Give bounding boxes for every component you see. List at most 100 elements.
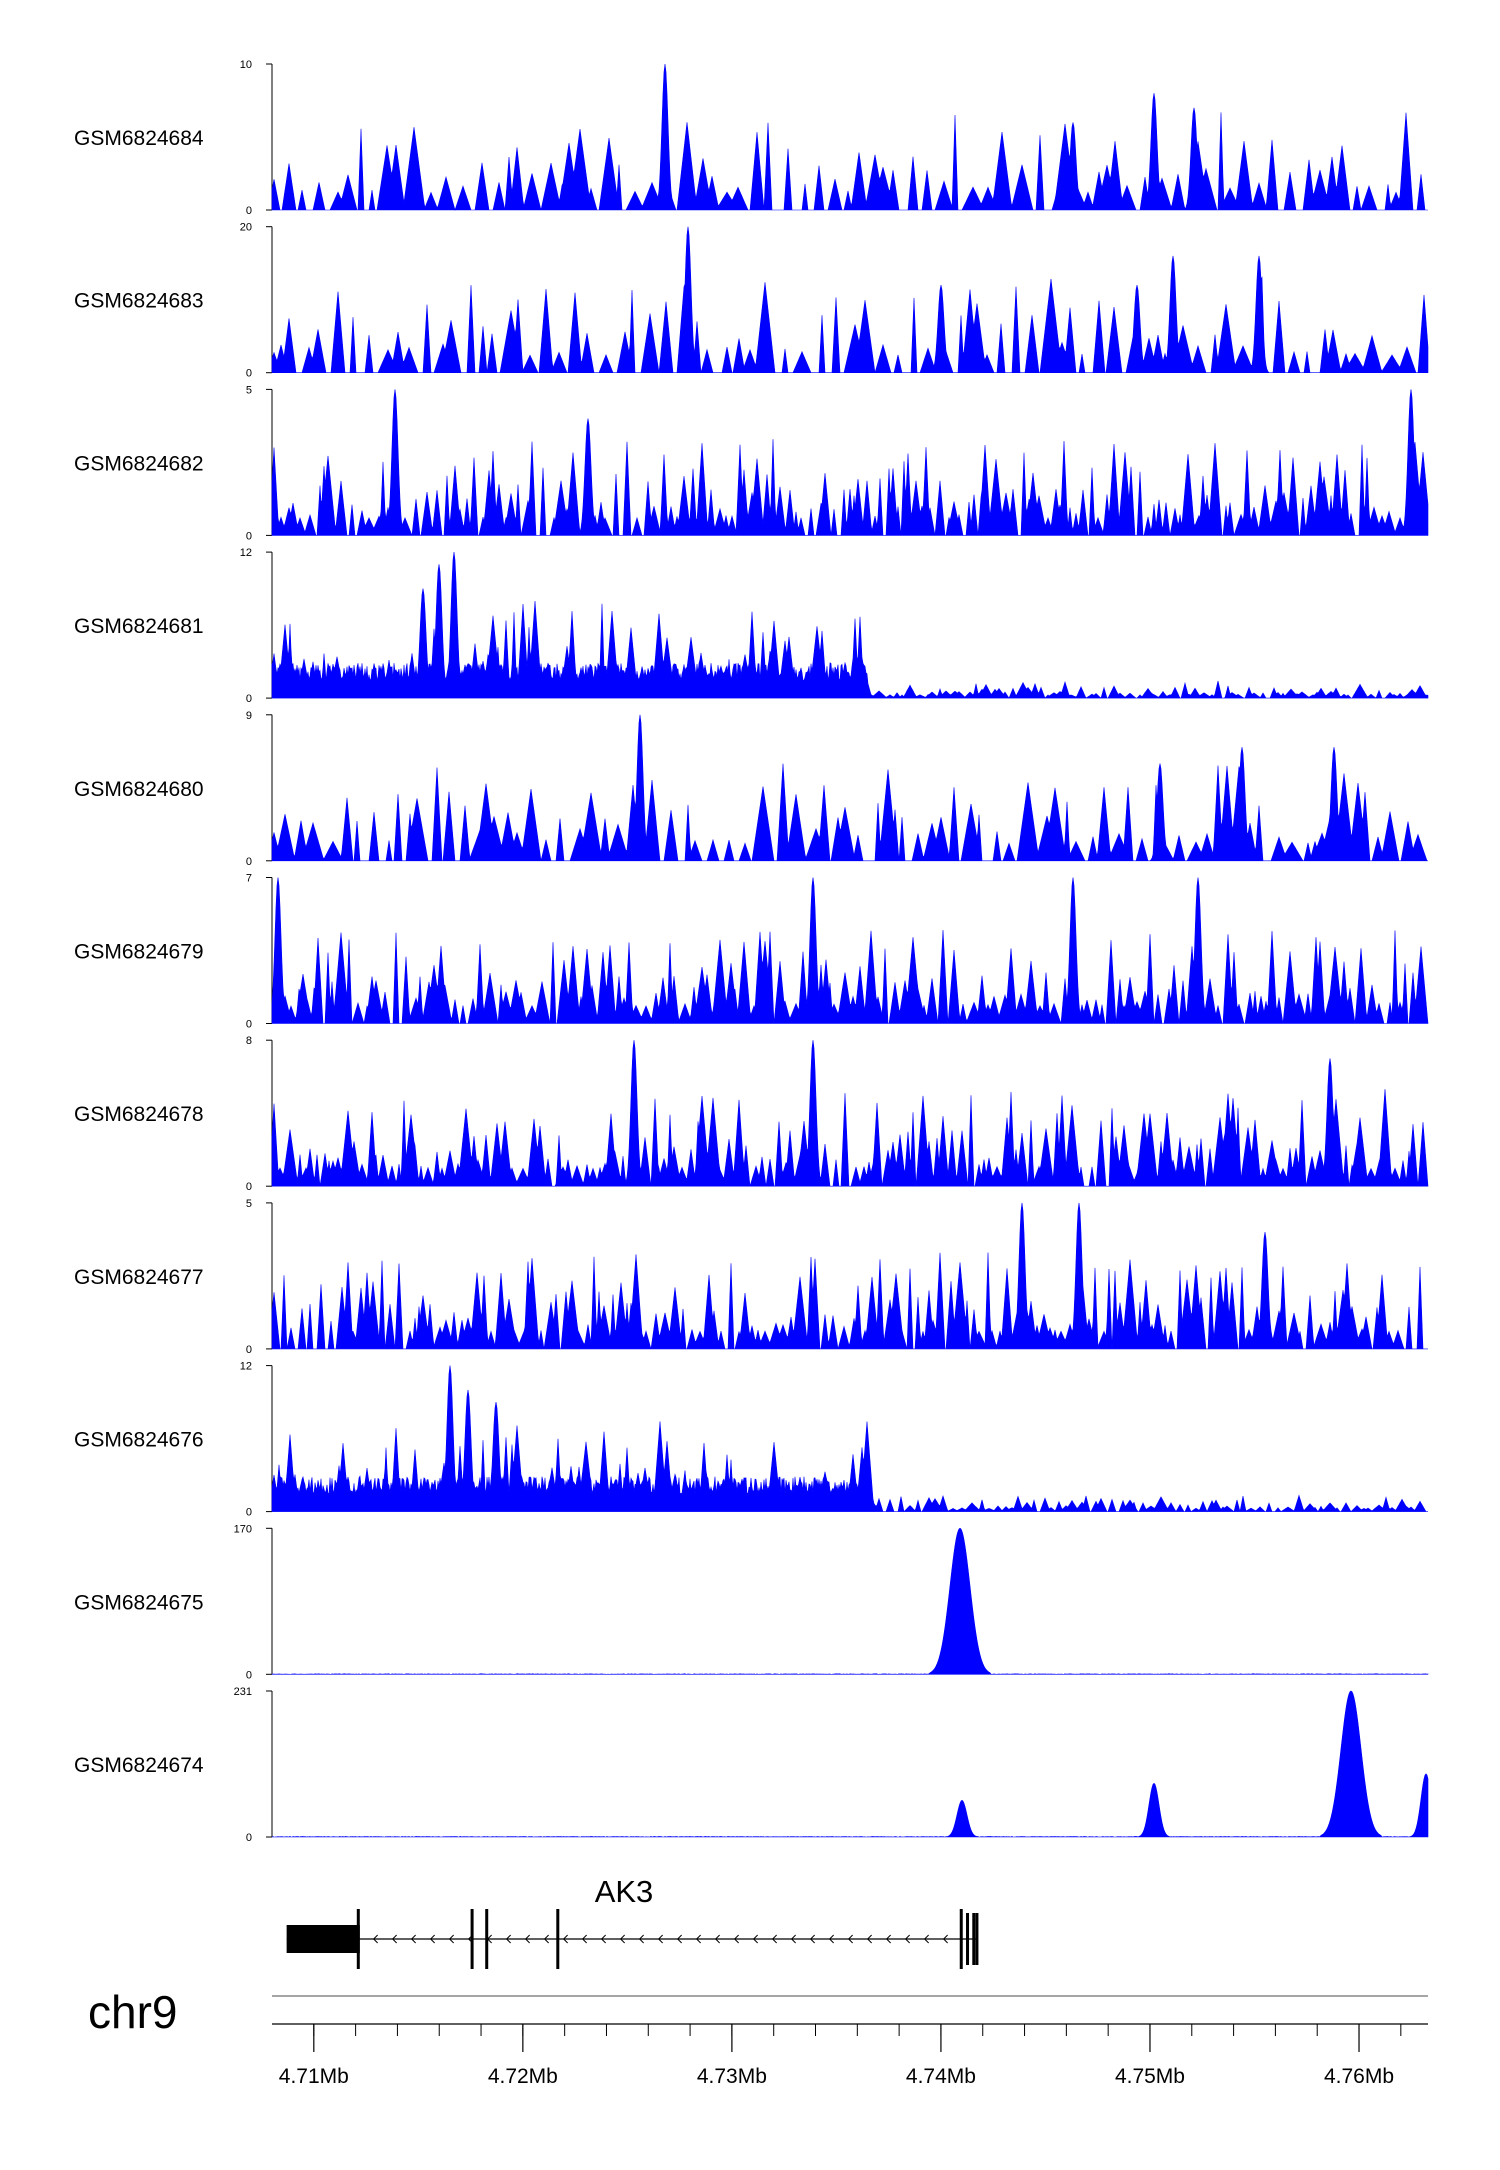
- strand-arrow: [410, 1934, 416, 1944]
- signal-area: [271, 1040, 1429, 1187]
- gene-exon: [972, 1913, 976, 1965]
- strand-arrow: [448, 1934, 454, 1944]
- gene-exon: [556, 1909, 560, 1969]
- track-GSM6824683: GSM6824683 20 0: [74, 222, 1429, 380]
- track-label: GSM6824680: [74, 778, 204, 801]
- tick-label: 4.74Mb: [906, 2065, 976, 2088]
- y-max-label: 7: [246, 873, 252, 885]
- axis-ticks: 4.71Mb 4.72Mb 4.73Mb 4.74Mb 4.75Mb 4.76Mb: [279, 2024, 1402, 2088]
- signal-area: [271, 1690, 1429, 1838]
- track-GSM6824679: GSM6824679 7 0: [74, 873, 1429, 1031]
- y-min-label: 0: [246, 1507, 252, 1519]
- track-GSM6824675: GSM6824675 170 0: [74, 1523, 1429, 1681]
- y-min-label: 0: [246, 1181, 252, 1193]
- y-min-label: 0: [246, 368, 252, 380]
- signal-area: [271, 389, 1429, 536]
- strand-arrow: [543, 1934, 549, 1944]
- gene-exon: [470, 1909, 474, 1969]
- strand-arrow: [828, 1934, 834, 1944]
- gene-exon: [356, 1909, 360, 1969]
- gene-exon: [485, 1909, 489, 1969]
- strand-arrow: [695, 1934, 701, 1944]
- tick-label: 4.75Mb: [1115, 2065, 1185, 2088]
- strand-arrow: [790, 1934, 796, 1944]
- y-max-label: 170: [234, 1523, 252, 1535]
- signal-area: [271, 552, 1429, 699]
- y-max-label: 5: [246, 384, 252, 396]
- strand-arrow: [733, 1934, 739, 1944]
- y-min-label: 0: [246, 693, 252, 705]
- strand-arrow: [600, 1934, 606, 1944]
- track-label: GSM6824683: [74, 290, 204, 313]
- track-label: GSM6824676: [74, 1429, 204, 1452]
- signal-tracks: GSM6824684100GSM6824683200GSM682468250GS…: [74, 59, 1429, 1844]
- y-max-label: 10: [240, 59, 252, 71]
- strand-arrow: [942, 1934, 948, 1944]
- strand-arrow: [923, 1934, 929, 1944]
- strand-arrow: [429, 1934, 435, 1944]
- strand-arrow: [657, 1934, 663, 1944]
- signal-area: [271, 63, 1428, 212]
- y-max-label: 8: [246, 1035, 252, 1047]
- y-min-label: 0: [246, 1669, 252, 1681]
- track-label: GSM6824681: [74, 615, 204, 638]
- y-max-label: 12: [240, 547, 252, 559]
- strand-arrow: [372, 1934, 378, 1944]
- signal-area: [271, 714, 1428, 862]
- gene-exon: [966, 1913, 970, 1965]
- y-min-label: 0: [246, 530, 252, 542]
- track-GSM6824676: GSM6824676 12 0: [74, 1361, 1428, 1519]
- y-min-label: 0: [246, 856, 252, 868]
- y-max-label: 231: [234, 1686, 252, 1698]
- y-max-label: 20: [240, 222, 252, 234]
- strand-arrow: [904, 1934, 910, 1944]
- gene-exon: [975, 1913, 979, 1965]
- track-label: GSM6824674: [74, 1754, 204, 1777]
- strand-arrow: [505, 1934, 511, 1944]
- strand-arrow: [752, 1934, 758, 1944]
- strand-arrow: [771, 1934, 777, 1944]
- track-GSM6824681: GSM6824681 12 0: [74, 547, 1429, 705]
- y-min-label: 0: [246, 1344, 252, 1356]
- strand-arrow: [638, 1934, 644, 1944]
- signal-area: [271, 877, 1429, 1024]
- strand-arrow: [619, 1934, 625, 1944]
- strand-arrow: [581, 1934, 587, 1944]
- track-label: GSM6824678: [74, 1103, 204, 1126]
- strand-arrow: [562, 1934, 568, 1944]
- track-label: GSM6824679: [74, 941, 204, 964]
- tick-label: 4.73Mb: [697, 2065, 767, 2088]
- y-min-label: 0: [246, 1832, 252, 1844]
- track-GSM6824682: GSM6824682 5 0: [74, 384, 1429, 542]
- tick-label: 4.71Mb: [279, 2065, 349, 2088]
- track-GSM6824678: GSM6824678 8 0: [74, 1035, 1429, 1193]
- tick-label: 4.72Mb: [488, 2065, 558, 2088]
- y-min-label: 0: [246, 205, 252, 217]
- genome-axis: chr9 4.71Mb 4.72Mb 4.73Mb 4.74Mb 4.75Mb 4.76M…: [88, 1986, 1428, 2088]
- gene-track: AK3: [286, 1874, 979, 1969]
- y-max-label: 12: [240, 1361, 252, 1373]
- track-label: GSM6824675: [74, 1591, 204, 1614]
- track-GSM6824674: GSM6824674 231 0: [74, 1686, 1429, 1844]
- strand-arrow: [866, 1934, 872, 1944]
- track-GSM6824680: GSM6824680 9 0: [74, 710, 1428, 868]
- gene-name-label: AK3: [595, 1874, 654, 1909]
- track-label: GSM6824684: [74, 127, 204, 150]
- track-GSM6824684: GSM6824684 10 0: [74, 59, 1428, 217]
- strand-arrow: [809, 1934, 815, 1944]
- strand-arrow: [391, 1934, 397, 1944]
- gene-exon: [959, 1909, 963, 1969]
- strand-arrows: [315, 1934, 948, 1944]
- signal-area: [271, 1202, 1428, 1350]
- y-min-label: 0: [246, 1019, 252, 1031]
- y-max-label: 9: [246, 710, 252, 722]
- track-GSM6824677: GSM6824677 5 0: [74, 1198, 1428, 1356]
- track-label: GSM6824682: [74, 452, 204, 475]
- track-label: GSM6824677: [74, 1266, 204, 1289]
- strand-arrow: [847, 1934, 853, 1944]
- signal-area: [271, 226, 1429, 373]
- strand-arrow: [714, 1934, 720, 1944]
- strand-arrow: [885, 1934, 891, 1944]
- y-max-label: 5: [246, 1198, 252, 1210]
